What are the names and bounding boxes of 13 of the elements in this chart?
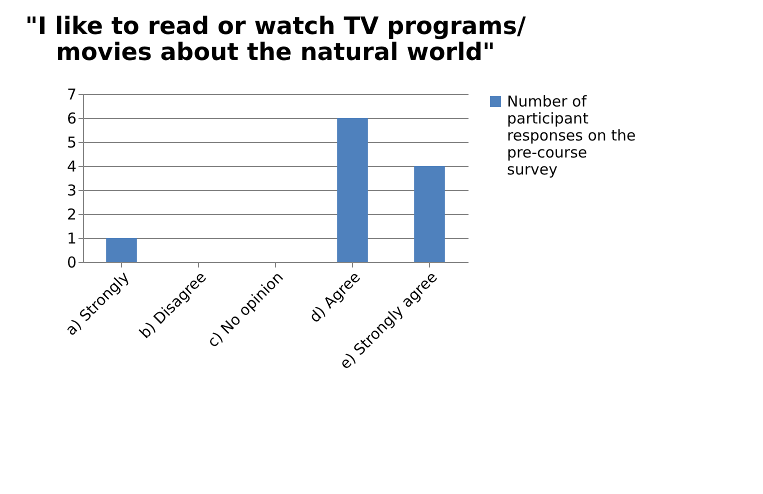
bar xyxy=(414,166,445,262)
y-tick-label: 5 xyxy=(66,134,76,152)
legend-label: Number of participant responses on the pre-course survey xyxy=(507,92,636,178)
y-tick-label: 0 xyxy=(66,254,76,272)
y-tick-label: 1 xyxy=(66,230,76,248)
bar xyxy=(106,238,137,262)
y-tick-label: 3 xyxy=(66,182,76,200)
bar xyxy=(337,118,368,262)
y-tick-label: 7 xyxy=(66,86,76,104)
y-tick-label: 2 xyxy=(66,206,76,224)
y-tick-label: 6 xyxy=(66,110,76,128)
y-tick-label: 4 xyxy=(66,158,76,176)
chart-title: "I like to read or watch TV programs/ movies about the natural world" xyxy=(25,12,526,66)
